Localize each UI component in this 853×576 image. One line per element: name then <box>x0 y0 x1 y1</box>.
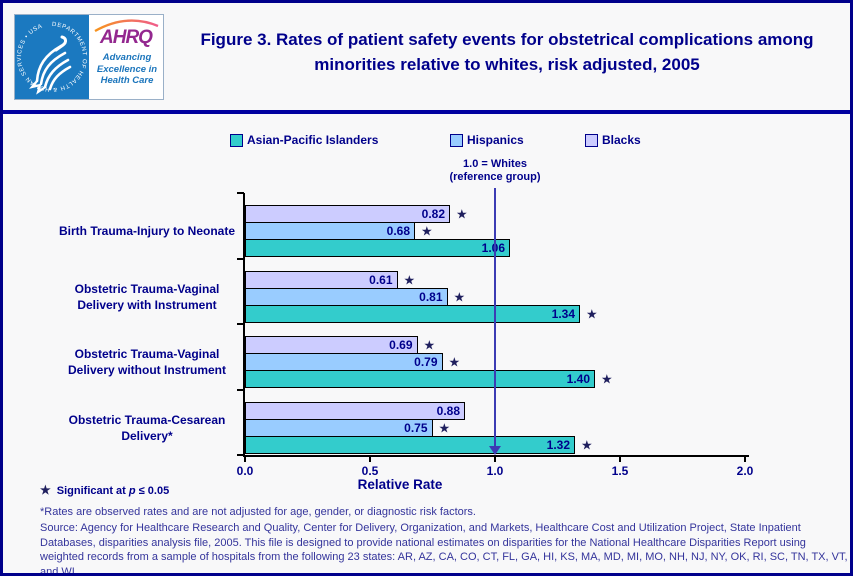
y-axis-tick <box>237 257 244 260</box>
bar-value-label: 0.75 <box>404 420 428 435</box>
bar-value-label: 0.69 <box>389 338 413 352</box>
x-axis-tick <box>494 457 496 462</box>
bar-asian-pacific-islanders: 1.40 <box>245 370 595 388</box>
bar-value-label: 0.61 <box>369 272 393 287</box>
bar-value-label: 0.82 <box>421 207 445 221</box>
x-axis-tick-label: 1.0 <box>486 464 504 478</box>
bar-value-label: 0.88 <box>436 403 460 418</box>
significance-star-icon: ★ <box>456 206 468 222</box>
ahrq-tagline: Advancing Excellence in Health Care <box>96 52 158 86</box>
x-axis-tick <box>619 457 621 462</box>
category-label: Birth Trauma-Injury to Neonate <box>58 224 236 238</box>
bar-asian-pacific-islanders: 1.32 <box>245 435 575 454</box>
x-axis-tick-label: 1.5 <box>611 464 629 478</box>
x-axis-tick <box>244 457 246 462</box>
x-axis-line <box>243 455 749 457</box>
bar-value-label: 0.81 <box>419 289 443 304</box>
reference-group-label: 1.0 = Whites (reference group) <box>415 158 575 184</box>
x-axis-title: Relative Rate <box>357 477 443 492</box>
x-axis-tick-label: 0.0 <box>236 464 254 478</box>
x-axis-tick-label: 0.5 <box>361 464 379 478</box>
bar-asian-pacific-islanders: 1.34 <box>245 304 580 323</box>
bar-hispanics: 0.68 <box>245 222 415 240</box>
y-axis-tick <box>237 192 244 194</box>
ahrq-logo: AHRQ Advancing Excellence in Health Care <box>89 15 163 99</box>
legend-swatch-icon <box>230 133 243 147</box>
category-label: Obstetric Trauma-Vaginal Delivery withou… <box>67 347 227 377</box>
bar-value-label: 1.06 <box>482 241 505 255</box>
x-axis-tick-label: 2.0 <box>736 464 754 478</box>
legend-label: Blacks <box>602 133 641 147</box>
legend-item-blacks: Blacks <box>585 133 641 147</box>
bar-value-label: 1.32 <box>546 437 570 452</box>
y-axis-line <box>243 193 245 457</box>
bar-hispanics: 0.79 <box>245 353 443 371</box>
legend-label: Asian-Pacific Islanders <box>247 133 379 147</box>
legend-item-asian-pacific-islanders: Asian-Pacific Islanders <box>230 133 378 147</box>
significance-star-icon: ★ <box>438 420 451 435</box>
bar-value-label: 1.34 <box>551 306 575 321</box>
significance-star-icon: ★ <box>40 483 51 497</box>
significance-note: ★ Significant at p ≤ 0.05 <box>40 483 169 497</box>
reference-line <box>494 188 496 448</box>
bar-blacks: 0.69 <box>245 336 418 354</box>
legend-label: Hispanics <box>467 133 524 147</box>
reference-label-line1: 1.0 = Whites <box>463 158 527 170</box>
bar-asian-pacific-islanders: 1.06 <box>245 239 510 257</box>
category-label: Obstetric Trauma-Cesarean Delivery* <box>68 412 226 443</box>
significance-text-suffix: ≤ 0.05 <box>135 485 170 497</box>
x-axis-tick <box>744 457 746 462</box>
bar-value-label: 0.79 <box>414 355 438 369</box>
bar-hispanics: 0.81 <box>245 287 448 306</box>
significance-star-icon: ★ <box>448 354 461 370</box>
significance-star-icon: ★ <box>423 337 436 353</box>
bar-value-label: 0.68 <box>386 224 410 238</box>
y-axis-tick <box>237 388 244 391</box>
reference-label-line2: (reference group) <box>449 171 541 183</box>
source-note: Source: Agency for Healthcare Research a… <box>40 522 848 576</box>
rates-footnote: *Rates are observed rates and are not ad… <box>40 506 476 518</box>
significance-text-prefix: Significant at <box>56 485 129 497</box>
bar-hispanics: 0.75 <box>245 418 433 437</box>
significance-star-icon: ★ <box>421 223 433 239</box>
x-axis-tick <box>369 457 371 462</box>
significance-star-icon: ★ <box>581 437 593 452</box>
ahrq-wordmark: AHRQ <box>100 27 153 48</box>
bar-value-label: 1.40 <box>566 372 590 386</box>
agency-logo: DEPARTMENT OF HEALTH & HUMAN SERVICES • … <box>14 14 164 100</box>
legend-swatch-icon <box>450 133 463 147</box>
legend-item-hispanics: Hispanics <box>450 133 524 147</box>
hhs-seal-icon: DEPARTMENT OF HEALTH & HUMAN SERVICES • … <box>15 15 89 99</box>
bar-blacks: 0.61 <box>245 270 398 289</box>
reference-line-arrowhead-icon <box>489 446 501 455</box>
significance-p: p <box>128 485 136 497</box>
figure-title: Figure 3. Rates of patient safety events… <box>200 30 814 74</box>
ahrq-arc-icon <box>94 19 159 33</box>
bar-blacks: 0.82 <box>245 205 450 223</box>
y-axis-tick <box>237 323 244 325</box>
header-divider <box>3 110 850 114</box>
significance-star-icon: ★ <box>601 371 613 387</box>
legend-swatch-icon <box>585 133 598 147</box>
bar-blacks: 0.88 <box>245 401 465 420</box>
eagle-glyph <box>28 35 72 95</box>
category-label: Obstetric Trauma-Vaginal Delivery with I… <box>74 281 220 312</box>
y-axis-tick <box>237 454 244 456</box>
significance-star-icon: ★ <box>453 289 466 304</box>
plot-area: 0.82★0.68★1.060.61★0.81★1.34★0.69★0.79★1… <box>245 193 745 455</box>
significance-star-icon: ★ <box>403 272 416 287</box>
significance-star-icon: ★ <box>586 306 598 321</box>
